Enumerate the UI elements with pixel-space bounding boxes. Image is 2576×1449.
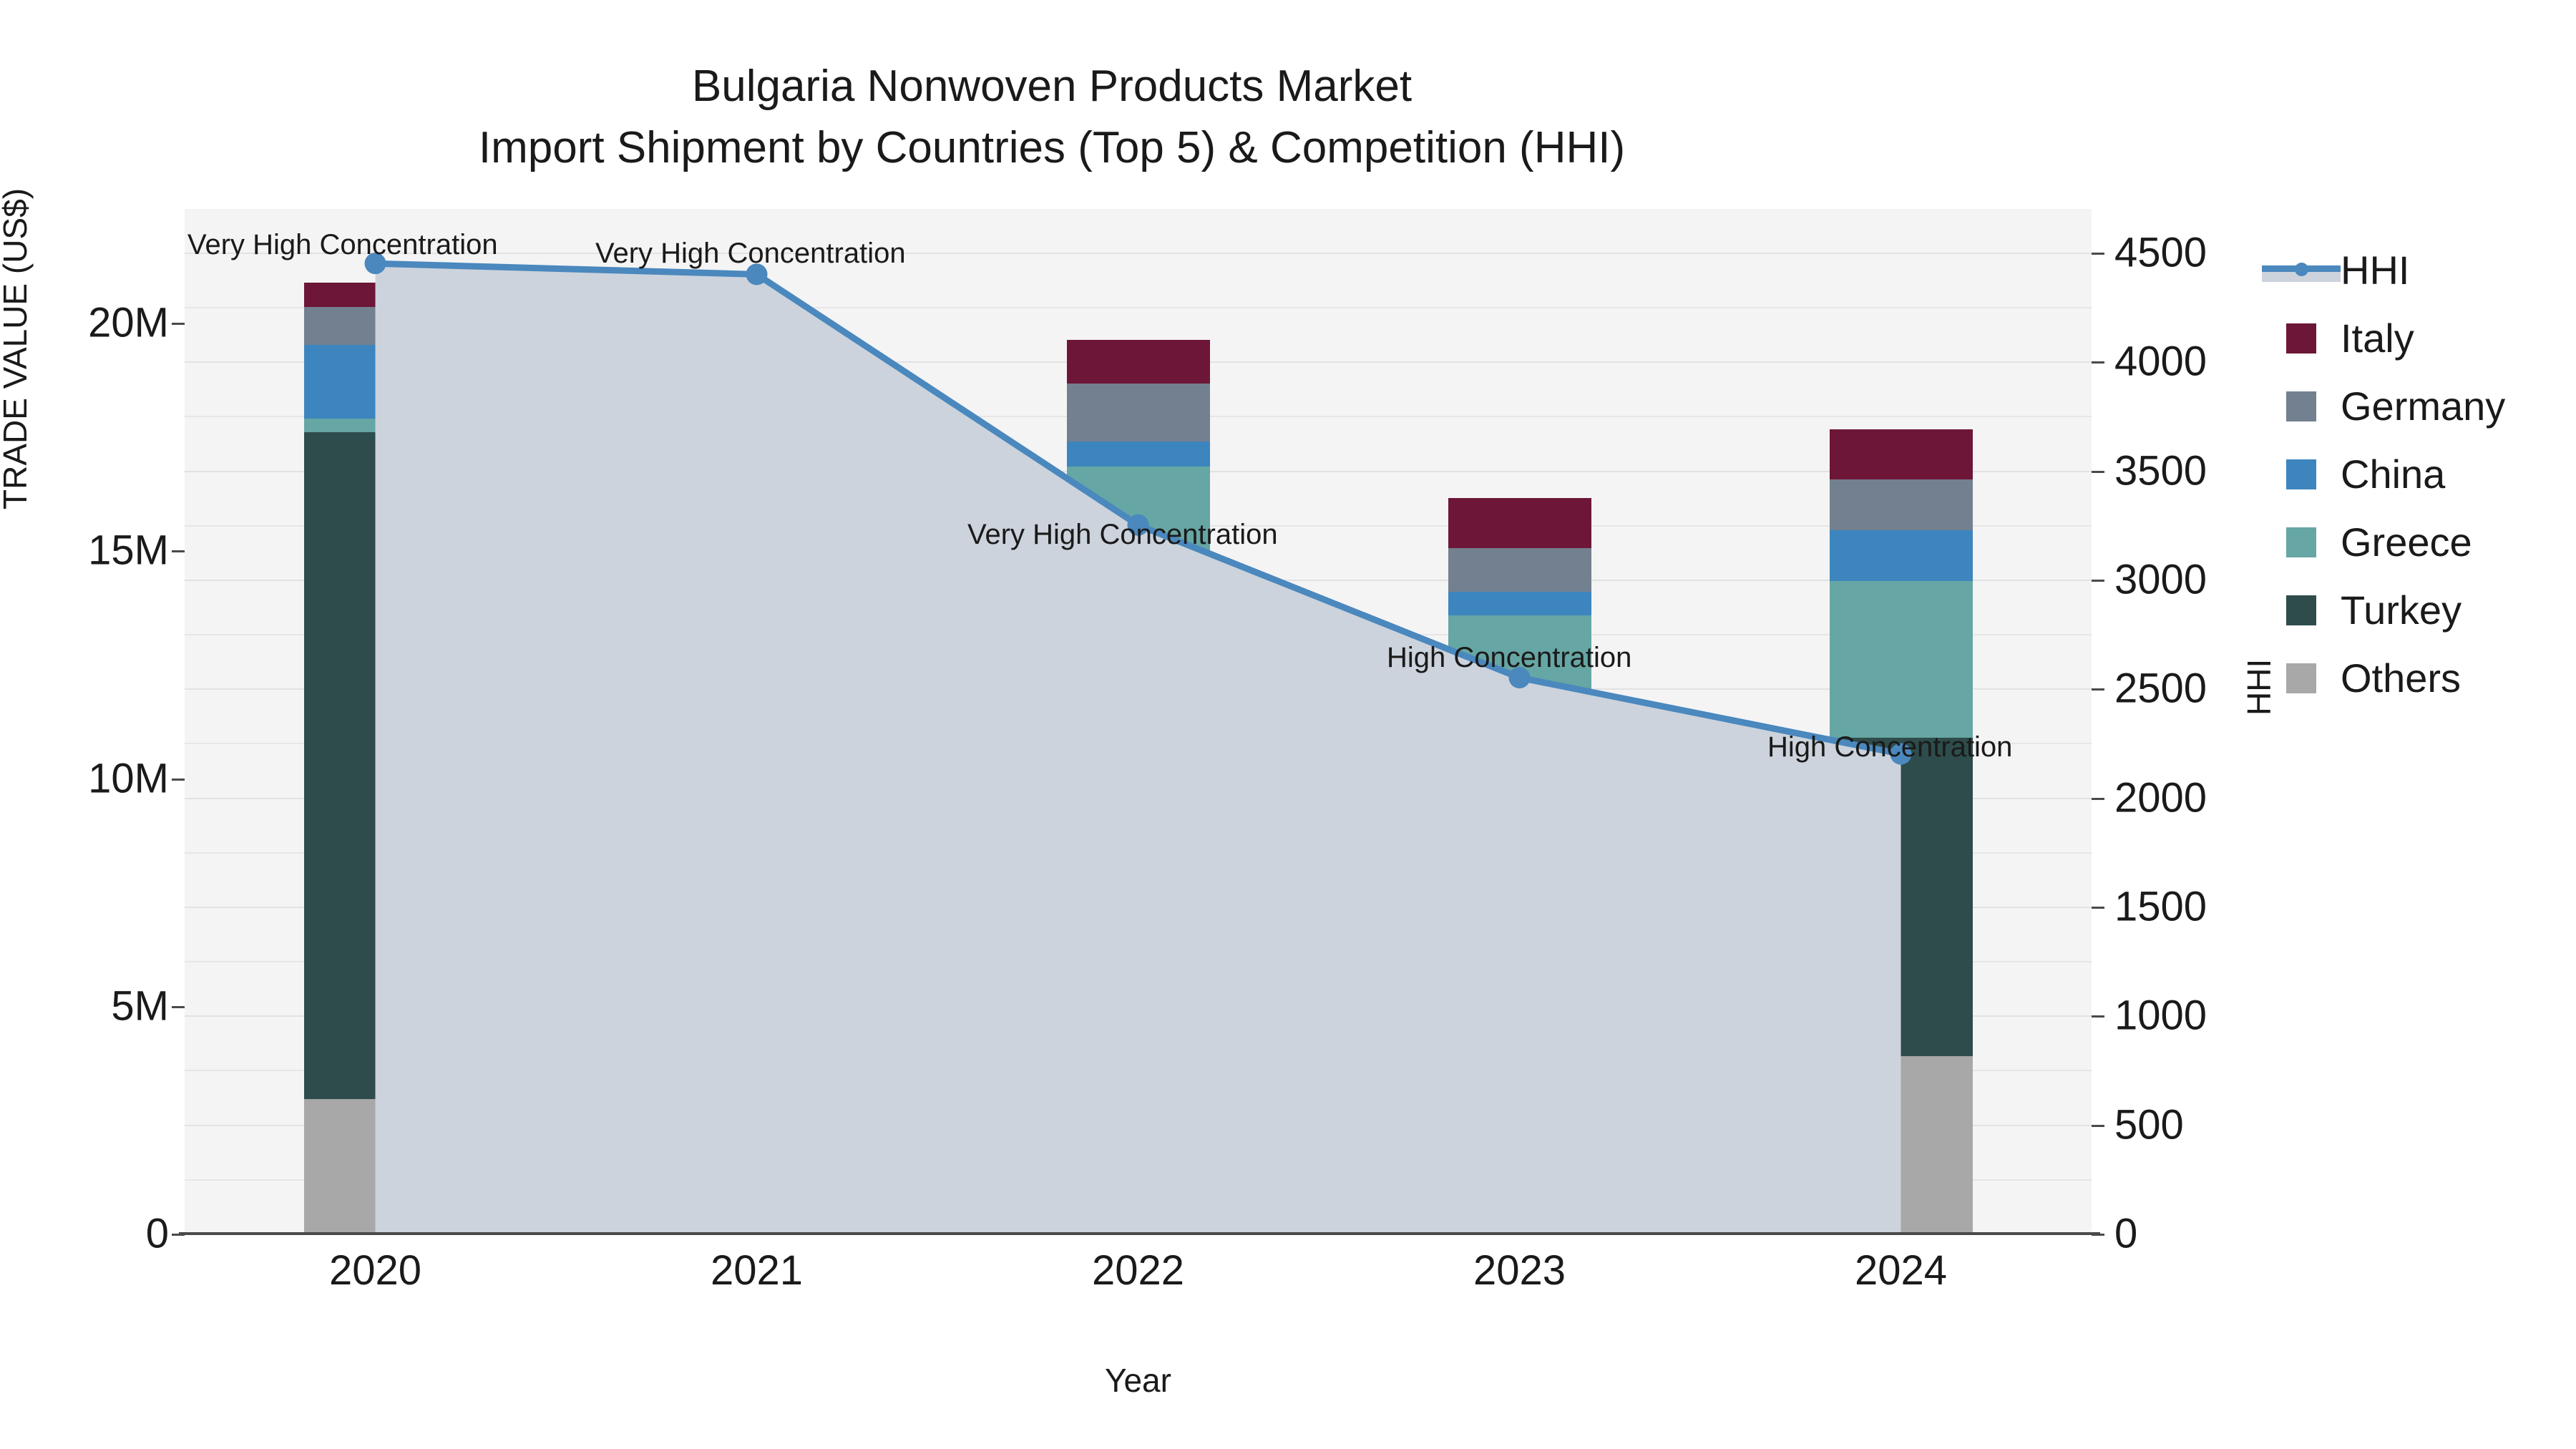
y-tick-right: 3000	[2114, 556, 2207, 603]
legend-swatch-china-icon	[2286, 459, 2316, 489]
x-tick-2024: 2024	[1854, 1247, 1948, 1294]
y-tick-right: 3500	[2114, 447, 2207, 494]
legend-item-turkey[interactable]: Turkey	[2286, 576, 2572, 644]
y-tick-mark-right	[2092, 1124, 2104, 1127]
legend-label: Germany	[2341, 384, 2506, 429]
hhi-marker-2021[interactable]	[746, 263, 768, 286]
y-tick-mark-right	[2092, 579, 2104, 582]
y-tick-left: 20M	[88, 299, 169, 346]
y-tick-mark-left	[172, 778, 185, 781]
chart-title-line2: Import Shipment by Countries (Top 5) & C…	[478, 122, 1626, 172]
x-tick-2023: 2023	[1473, 1247, 1566, 1294]
y-tick-left: 5M	[111, 982, 169, 1030]
y-axis-right-label: HHI	[2240, 658, 2278, 716]
y-tick-left: 10M	[88, 755, 169, 802]
legend-swatch-germany-icon	[2286, 391, 2316, 421]
legend-swatch-greece-icon	[2286, 527, 2316, 557]
chart-title-line1: Bulgaria Nonwoven Products Market	[691, 62, 1413, 111]
y-tick-right: 2500	[2114, 665, 2207, 712]
bar-segment-italy-2023[interactable]	[1448, 497, 1591, 548]
y-tick-left: 0	[145, 1210, 169, 1257]
y-tick-mark-right	[2092, 1015, 2104, 1018]
legend-item-others[interactable]: Others	[2286, 644, 2572, 712]
y-tick-right: 2000	[2114, 774, 2207, 821]
bar-segment-italy-2022[interactable]	[1066, 339, 1210, 384]
x-tick-2020: 2020	[328, 1247, 422, 1294]
legend-swatch-turkey-icon	[2286, 595, 2316, 625]
y-tick-right: 4000	[2114, 338, 2207, 385]
legend: HHI Italy Germany China Greece Turkey Others	[2262, 236, 2572, 712]
annotation-2024: High Concentration	[1767, 731, 2013, 763]
gridline	[185, 307, 2092, 309]
legend-item-italy[interactable]: Italy	[2286, 304, 2572, 372]
legend-label: Italy	[2341, 316, 2414, 361]
gridline	[185, 252, 2092, 254]
y-tick-mark-left	[172, 550, 185, 553]
bar-segment-greece-2024[interactable]	[1829, 581, 1973, 738]
hhi-markers	[364, 253, 1912, 765]
hhi-marker-2020[interactable]	[364, 253, 386, 275]
y-tick-right: 500	[2114, 1101, 2184, 1148]
y-tick-mark-right	[2092, 688, 2104, 691]
legend-swatch-italy-icon	[2286, 323, 2316, 353]
legend-item-china[interactable]: China	[2286, 440, 2572, 508]
x-axis-line	[179, 1232, 2100, 1235]
hhi-area-fill	[375, 263, 1901, 1234]
x-tick-2022: 2022	[1091, 1247, 1185, 1294]
bar-segment-germany-2022[interactable]	[1066, 383, 1210, 442]
y-tick-right: 0	[2114, 1210, 2138, 1257]
annotation-2023: High Concentration	[1387, 642, 1632, 673]
y-tick-mark-right	[2092, 906, 2104, 909]
hhi-marker-2023[interactable]	[1508, 667, 1531, 689]
bar-segment-china-2022[interactable]	[1066, 441, 1210, 467]
hhi-line-swatch-icon	[2262, 255, 2341, 286]
y-tick-mark-left	[172, 323, 185, 326]
bar-segment-china-2023[interactable]	[1448, 592, 1591, 616]
y-tick-mark-right	[2092, 470, 2104, 473]
legend-label: Others	[2341, 655, 2462, 701]
bar-segment-germany-2024[interactable]	[1829, 479, 1973, 531]
legend-item-hhi[interactable]: HHI	[2262, 236, 2572, 304]
y-tick-right: 1000	[2114, 992, 2207, 1039]
plot-area	[185, 209, 2092, 1235]
legend-swatch-others-icon	[2286, 663, 2316, 693]
x-tick-2021: 2021	[710, 1247, 804, 1294]
y-tick-right: 1500	[2114, 883, 2207, 930]
bar-segment-germany-2023[interactable]	[1448, 547, 1591, 592]
legend-item-greece[interactable]: Greece	[2286, 508, 2572, 576]
legend-label: HHI	[2341, 248, 2410, 293]
y-tick-left: 15M	[88, 527, 169, 574]
annotation-2020: Very High Concentration	[187, 229, 498, 260]
annotation-2021: Very High Concentration	[595, 238, 906, 269]
bar-segment-italy-2024[interactable]	[1829, 429, 1973, 480]
chart-title: Bulgaria Nonwoven Products Market Import…	[0, 56, 2104, 178]
y-tick-mark-right	[2092, 797, 2104, 800]
hhi-marker-2024[interactable]	[1890, 743, 1912, 765]
y-tick-mark-left	[172, 1005, 185, 1008]
x-axis-label: Year	[1105, 1362, 1171, 1399]
legend-item-germany[interactable]: Germany	[2286, 372, 2572, 440]
y-tick-mark-left	[172, 1234, 185, 1236]
legend-label: China	[2341, 452, 2446, 497]
y-tick-mark-right	[2092, 252, 2104, 255]
hhi-marker-2022[interactable]	[1127, 514, 1149, 536]
y-tick-mark-right	[2092, 361, 2104, 364]
annotation-2022: Very High Concentration	[967, 519, 1278, 550]
hhi-line-layer	[364, 253, 1912, 1234]
y-tick-right: 4500	[2114, 229, 2207, 276]
bar-segment-china-2024[interactable]	[1829, 530, 1973, 581]
y-axis-left-label: TRADE VALUE (US$)	[0, 187, 34, 509]
legend-label: Turkey	[2341, 587, 2462, 633]
legend-label: Greece	[2341, 519, 2472, 565]
